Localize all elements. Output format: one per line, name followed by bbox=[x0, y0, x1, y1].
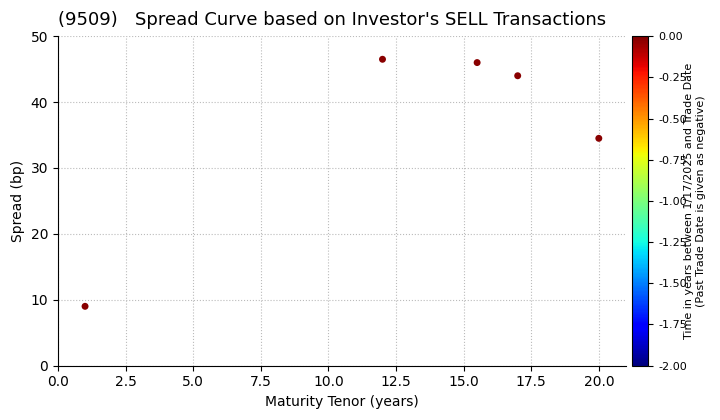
Point bbox=[79, 303, 91, 310]
X-axis label: Maturity Tenor (years): Maturity Tenor (years) bbox=[265, 395, 419, 409]
Point bbox=[377, 56, 388, 63]
Y-axis label: Time in years between 1/17/2025 and Trade Date
(Past Trade Date is given as nega: Time in years between 1/17/2025 and Trad… bbox=[685, 63, 706, 339]
Point bbox=[512, 72, 523, 79]
Point bbox=[593, 135, 605, 142]
Y-axis label: Spread (bp): Spread (bp) bbox=[11, 160, 25, 242]
Point bbox=[472, 59, 483, 66]
Text: (9509)   Spread Curve based on Investor's SELL Transactions: (9509) Spread Curve based on Investor's … bbox=[58, 11, 606, 29]
